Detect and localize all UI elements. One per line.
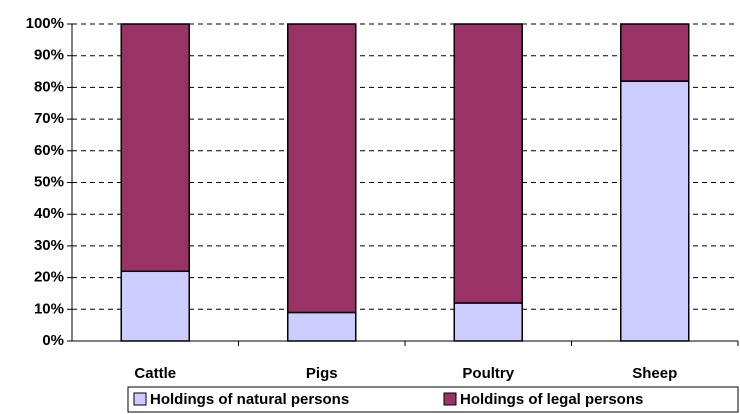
bar-segment [620,80,690,342]
bar-segment [453,23,523,304]
bar-segment [287,311,357,342]
y-tick-label: 10% [34,300,64,317]
y-tick-label: 100% [26,15,64,32]
y-tick-label: 80% [34,78,64,95]
legend-swatch [133,392,147,406]
x-tick-label: Poultry [462,365,514,382]
y-tick-label: 40% [34,205,64,222]
bar-segment [287,23,357,314]
x-tick-label: Sheep [632,365,677,382]
legend-label: Holdings of natural persons [150,391,349,408]
x-tick-label: Cattle [134,365,176,382]
y-tick-label: 0% [42,332,64,349]
legend-label: Holdings of legal persons [460,391,643,408]
legend-swatch [443,392,457,406]
bar-segment [453,302,523,342]
bar-segment [120,270,190,342]
y-tick-label: 30% [34,237,64,254]
y-tick-label: 20% [34,269,64,286]
y-tick-label: 60% [34,142,64,159]
bar-segment [120,23,190,273]
x-tick-label: Pigs [306,365,338,382]
y-tick-label: 90% [34,47,64,64]
y-tick-label: 70% [34,110,64,127]
legend-box [127,386,739,413]
y-tick-label: 50% [34,173,64,190]
bar-segment [620,23,690,82]
